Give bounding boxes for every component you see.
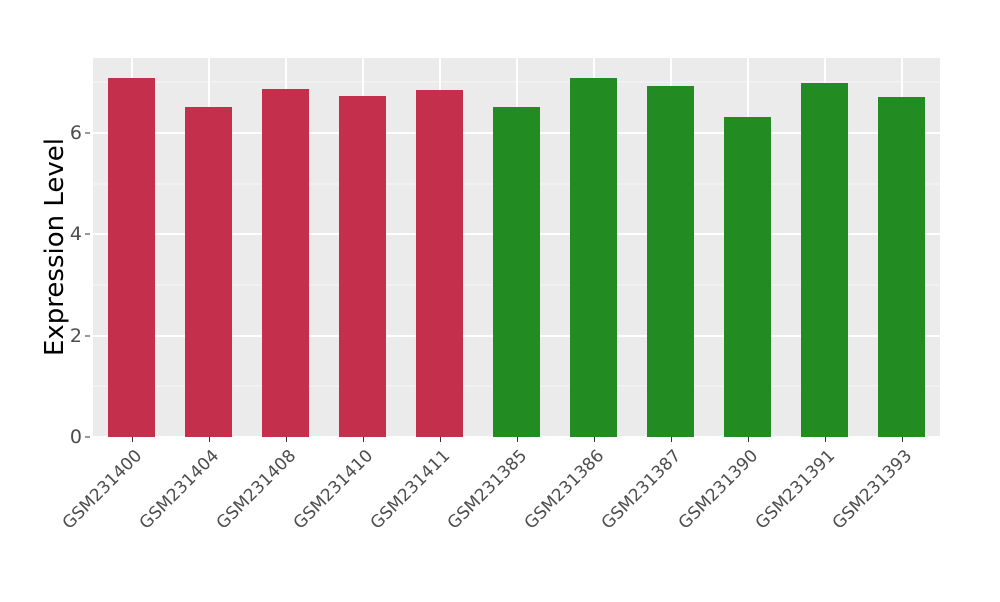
x-axis-tick-label: GSM231385: [443, 446, 531, 534]
x-axis-tick-label: GSM231386: [520, 446, 608, 534]
y-axis-tick-labels: 0 2 4 6: [56, 0, 82, 580]
x-axis-tick-mark: [362, 437, 364, 442]
bar[interactable]: [723, 117, 772, 437]
y-axis-tick-mark: [85, 436, 90, 438]
x-axis-tick-label: GSM231411: [366, 446, 454, 534]
bar[interactable]: [184, 107, 233, 437]
x-axis-tick-label: GSM231393: [828, 446, 916, 534]
x-axis-tick-mark: [516, 437, 518, 442]
y-axis-tick-mark: [85, 132, 90, 134]
bar[interactable]: [261, 88, 310, 437]
x-axis-tick-mark: [208, 437, 210, 442]
x-axis-tick-mark: [439, 437, 441, 442]
bar[interactable]: [569, 78, 618, 437]
bar[interactable]: [492, 107, 541, 437]
y-axis-tick-label: 2: [69, 324, 82, 347]
bar[interactable]: [338, 95, 387, 437]
y-axis-tick-mark: [85, 335, 90, 337]
bar[interactable]: [646, 85, 695, 437]
x-axis-tick-label: GSM231404: [135, 446, 223, 534]
y-axis-tick-label: 6: [69, 121, 82, 144]
x-axis-tick-mark: [285, 437, 287, 442]
bar[interactable]: [107, 78, 156, 437]
bar[interactable]: [877, 97, 926, 437]
x-axis-tick-label: GSM231410: [289, 446, 377, 534]
y-axis-tick-label: 0: [69, 426, 82, 448]
bar[interactable]: [415, 89, 464, 437]
y-axis-tick-label: 4: [69, 223, 82, 246]
x-axis-tick-mark: [593, 437, 595, 442]
y-axis-tick-mark: [85, 233, 90, 235]
bar[interactable]: [800, 82, 849, 437]
x-axis-tick-mark: [670, 437, 672, 442]
x-axis-tick-label: GSM231391: [751, 446, 839, 534]
x-axis-tick-label: GSM231408: [212, 446, 300, 534]
x-axis-tick-mark: [824, 437, 826, 442]
x-axis-tick-mark: [131, 437, 133, 442]
x-axis-tick-mark: [747, 437, 749, 442]
x-axis-tick-label: GSM231390: [674, 446, 762, 534]
plot-panel: [93, 58, 940, 437]
x-axis-tick-mark: [901, 437, 903, 442]
x-axis-tick-label: GSM231387: [597, 446, 685, 534]
